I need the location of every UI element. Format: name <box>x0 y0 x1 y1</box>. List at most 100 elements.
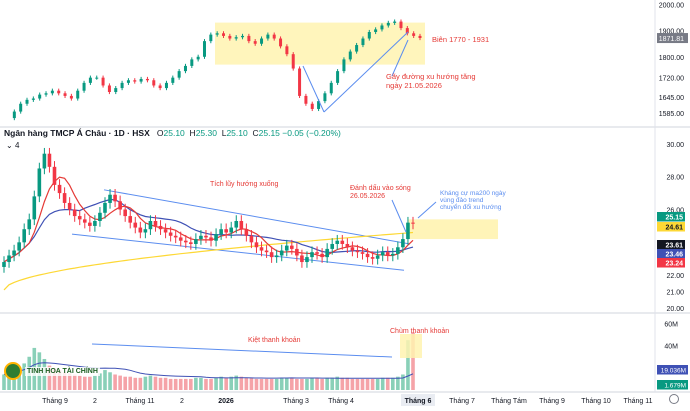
volume-bar <box>138 377 143 390</box>
overview-candle <box>202 41 206 57</box>
volume-bar <box>340 377 345 390</box>
price-candle <box>254 242 259 248</box>
overview-tick: 2000.00 <box>659 3 684 10</box>
volume-bar <box>375 378 380 390</box>
price-tick: 22.00 <box>666 273 684 280</box>
time-axis[interactable]: Tháng 9 2 Tháng 11 2 2026 Tháng 3 Tháng 4 Tháng… <box>42 394 679 406</box>
volume-tick: 60M <box>664 322 678 329</box>
price-candle <box>103 202 107 213</box>
price-candle <box>153 221 158 226</box>
symbol-name[interactable]: Ngân hàng TMCP Á Châu · 1D · HSX <box>4 128 150 138</box>
overview-candle <box>126 80 130 83</box>
volume-bar <box>82 376 87 390</box>
volume-bar <box>77 375 82 390</box>
overview-tick: 1645.00 <box>659 95 684 102</box>
volume-bar <box>385 377 390 390</box>
price-annotation: vùng đảo trend <box>440 197 484 204</box>
price-candle <box>88 222 92 226</box>
overview-candle <box>298 68 302 96</box>
price-annotation: chuyển đổi xu hướng <box>440 203 502 211</box>
resistance-zone <box>408 219 498 240</box>
chevron-down-icon[interactable]: ⌄ <box>6 141 13 150</box>
price-annotation: Kháng cự ma200 ngày <box>440 190 507 197</box>
volume-bar <box>214 377 218 390</box>
overview-candle <box>57 90 61 94</box>
overview-candle <box>12 111 16 119</box>
price-candle <box>244 229 249 236</box>
price-candle <box>360 252 365 254</box>
overview-candle <box>247 35 251 42</box>
volume-annotation: Chùm thanh khoản <box>390 328 449 335</box>
overview-candle <box>164 82 168 89</box>
price-candle <box>406 222 410 240</box>
price-candle <box>158 225 163 230</box>
overview-candle <box>139 78 143 82</box>
overview-candle <box>405 28 409 34</box>
overview-candle <box>272 34 276 39</box>
price-candle <box>325 248 329 258</box>
price-candle <box>365 253 370 258</box>
price-candle <box>108 194 112 203</box>
price-label-tag <box>657 258 685 268</box>
overview-candle <box>260 38 264 44</box>
volume-bar <box>103 370 107 390</box>
price-annotation: Đánh dấu vào sóng <box>350 183 411 192</box>
overview-candle <box>145 78 149 81</box>
price-candle <box>401 239 405 248</box>
overview-candle <box>158 85 162 89</box>
price-candle <box>178 237 183 241</box>
overview-candle <box>196 56 200 60</box>
price-tick: 30.00 <box>666 142 684 149</box>
price-candle <box>67 202 72 210</box>
volume-bar <box>401 374 405 390</box>
overview-candle <box>285 46 289 55</box>
time-tick: Tháng 7 <box>449 398 475 405</box>
price-candle <box>57 184 62 194</box>
overview-candle <box>418 35 422 38</box>
time-tick: Tháng 10 <box>581 398 611 405</box>
last-price-tag <box>657 33 688 44</box>
volume-bar <box>72 374 77 390</box>
price-candle <box>335 240 340 244</box>
price-candle <box>98 212 102 221</box>
volume-bar <box>163 377 168 390</box>
volume-bar <box>194 377 198 390</box>
price-panel: Tích lũy hướng xuống Đánh dấu vào sóng26.… <box>2 147 507 291</box>
volume-bar <box>396 376 400 390</box>
price-candle <box>355 250 360 253</box>
price-tick: 26.00 <box>666 208 684 215</box>
price-candle <box>133 222 138 228</box>
overview-candle <box>152 80 156 86</box>
overview-candle <box>336 71 340 83</box>
volume-ma-line <box>3 362 414 379</box>
overview-candle <box>69 95 73 99</box>
time-tick: Tháng 4 <box>328 398 354 405</box>
price-candle <box>380 252 385 256</box>
volume-bar <box>325 377 329 390</box>
overview-candle <box>342 59 346 72</box>
price-candle <box>305 257 309 263</box>
overview-tick: 1585.00 <box>659 111 684 118</box>
price-candle <box>411 222 415 224</box>
overview-candle <box>114 88 118 92</box>
price-candle <box>183 240 188 243</box>
price-axis[interactable]: 2000.00 1900.00 1800.00 1720.00 1645.00 1585.… <box>657 3 688 390</box>
overview-candle <box>19 103 23 112</box>
time-tick: 2026 <box>218 398 234 405</box>
price-candle <box>239 221 244 230</box>
overview-candle <box>133 80 137 82</box>
volume-bar <box>88 376 92 390</box>
volume-tick: 40M <box>664 344 678 351</box>
volume-bar <box>249 377 254 390</box>
volume-bar <box>98 373 102 390</box>
ohlc-close: C25.15 <box>252 128 280 138</box>
price-candle <box>148 221 153 230</box>
price-label-value: 25.15 <box>665 215 683 222</box>
volume-bar <box>406 340 410 390</box>
volume-bar <box>47 365 52 390</box>
indicator-toggle[interactable]: ⌄ 4 <box>6 141 19 150</box>
volume-bar <box>290 377 294 390</box>
price-annotation: Tích lũy hướng xuống <box>210 179 279 188</box>
volume-bar <box>143 376 148 390</box>
